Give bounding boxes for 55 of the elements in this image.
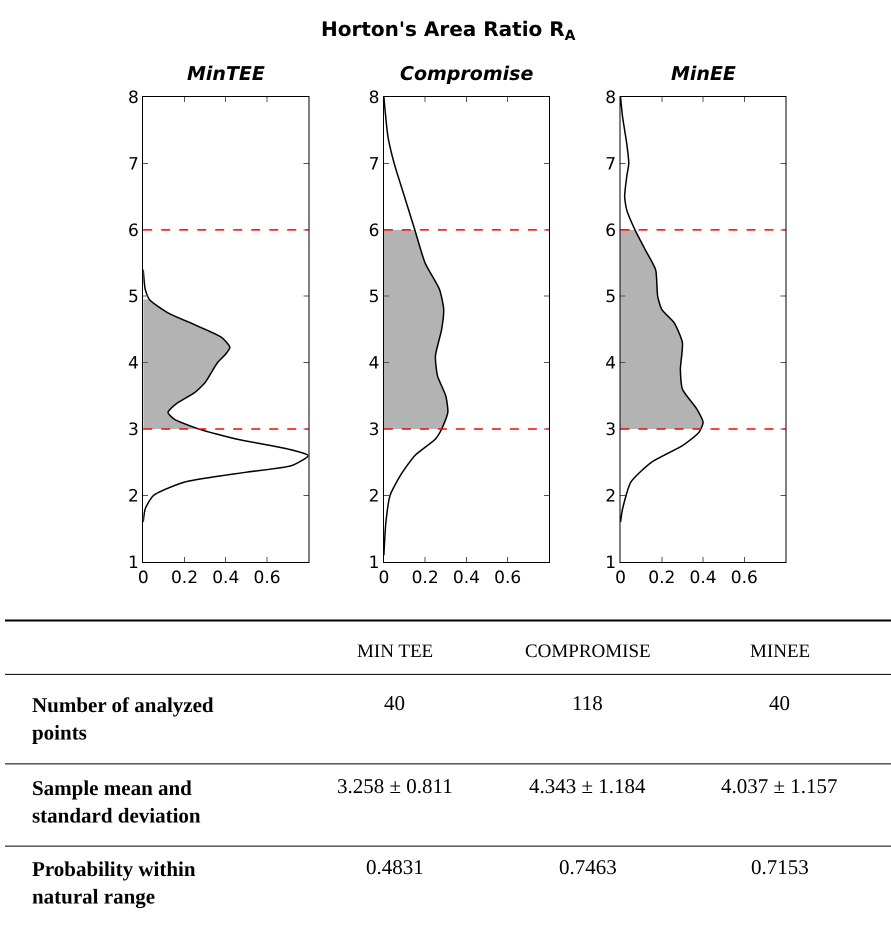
category-label: Sample mean and standard deviation xyxy=(32,776,201,828)
chart-subtitle: MinTEE xyxy=(187,63,265,85)
y-tick-label: 6 xyxy=(128,220,139,241)
x-tick-label: 0 xyxy=(378,568,390,588)
x-tick-label: 0.6 xyxy=(253,568,281,588)
text: 40 xyxy=(384,691,405,715)
y-tick-label: 8 xyxy=(605,88,616,108)
y-tick-label: 1 xyxy=(128,552,139,573)
y-tick-label: 1 xyxy=(368,552,380,573)
x-tick-label: 0.2 xyxy=(648,568,676,588)
y-tick-label: 2 xyxy=(605,486,616,506)
y-tick-label: 4 xyxy=(605,354,616,374)
text: 4.037 ± 1.157 xyxy=(721,774,838,798)
x-tick-label: 0.4 xyxy=(452,568,480,588)
text: 118 xyxy=(572,691,603,715)
y-tick-label: 2 xyxy=(128,486,139,506)
chart-subtitle: Compromise xyxy=(400,63,534,85)
y-tick-label: 3 xyxy=(128,420,139,440)
x-tick-label: 0 xyxy=(138,568,149,588)
category-label: MINEE xyxy=(750,641,810,662)
category-label: MIN TEE xyxy=(357,641,434,662)
x-tick-label: 0.2 xyxy=(170,568,198,588)
x-tick-label: 0.6 xyxy=(494,568,522,588)
text: 0.7153 xyxy=(751,855,809,879)
x-tick-label: 0.2 xyxy=(412,568,439,588)
text: 3.258 ± 0.811 xyxy=(337,774,453,798)
y-tick-label: 3 xyxy=(605,420,616,440)
text: 0.7463 xyxy=(559,855,617,879)
category-label: Probability within natural range xyxy=(32,857,196,908)
y-tick-label: 1 xyxy=(605,552,616,573)
chart-subtitle: MinEE xyxy=(671,63,736,85)
y-tick-label: 3 xyxy=(368,420,380,440)
y-tick-label: 4 xyxy=(368,354,380,374)
y-tick-label: 5 xyxy=(368,287,380,308)
y-tick-label: 4 xyxy=(128,354,139,374)
x-tick-label: 0.4 xyxy=(690,568,717,588)
y-tick-label: 6 xyxy=(368,220,380,241)
text: 0.4831 xyxy=(366,855,424,879)
x-tick-label: 0 xyxy=(615,568,626,588)
chart-title: Horton's Area Ratio R$_{A}$ xyxy=(321,17,576,44)
text: 40 xyxy=(769,691,790,715)
y-tick-label: 7 xyxy=(368,154,380,174)
y-tick-label: 7 xyxy=(128,154,139,174)
x-tick-label: 0.4 xyxy=(212,568,240,588)
text: 4.343 ± 1.184 xyxy=(529,774,646,798)
y-tick-label: 7 xyxy=(605,154,616,174)
category-label: Number of analyzed points xyxy=(32,693,214,744)
y-tick-label: 6 xyxy=(605,220,616,241)
y-tick-label: 2 xyxy=(368,486,380,506)
y-tick-label: 8 xyxy=(368,88,380,108)
y-tick-label: 5 xyxy=(128,287,139,308)
category-label: COMPROMISE xyxy=(525,641,651,662)
y-tick-label: 8 xyxy=(128,88,139,108)
x-tick-label: 0.6 xyxy=(730,568,758,588)
y-tick-label: 5 xyxy=(605,287,616,308)
